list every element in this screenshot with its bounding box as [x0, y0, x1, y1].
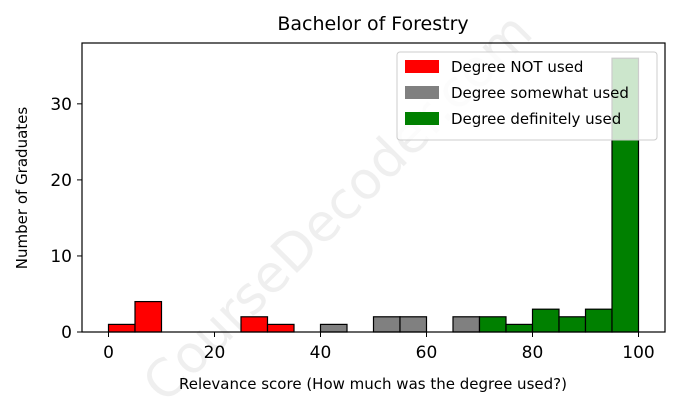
y-tick-label: 30 [50, 95, 72, 115]
legend-swatch [405, 112, 439, 125]
x-axis-label: Relevance score (How much was the degree… [179, 375, 567, 393]
legend-label: Degree NOT used [451, 58, 583, 76]
histogram-bar [240, 316, 269, 333]
histogram-bar [372, 316, 401, 333]
histogram-bar [478, 316, 507, 333]
legend-label: Degree definitely used [451, 110, 621, 128]
histogram-bar [399, 316, 428, 333]
histogram-bar [452, 316, 481, 333]
legend: Degree NOT used Degree somewhat used Degre… [396, 51, 658, 141]
plot-frame [81, 42, 666, 333]
x-tick-label: 60 [416, 343, 438, 363]
histogram-bar [134, 300, 163, 333]
histogram-bar [266, 323, 295, 333]
y-axis-label: Number of Graduates [13, 107, 31, 270]
histogram-bar [531, 308, 560, 333]
histogram-bar [107, 323, 136, 333]
histogram-bar [319, 323, 348, 333]
y-tick-label: 20 [50, 171, 72, 191]
x-tick-label: 80 [522, 343, 544, 363]
x-tick-label: 100 [622, 343, 654, 363]
legend-box [396, 51, 658, 141]
histogram-bar [505, 323, 534, 333]
x-tick-label: 40 [310, 343, 332, 363]
legend-swatch [405, 86, 439, 99]
histogram-bar [584, 308, 613, 333]
legend-label: Degree somewhat used [451, 84, 629, 102]
y-tick-label: 0 [61, 323, 72, 343]
y-tick-label: 10 [50, 247, 72, 267]
x-tick-label: 20 [204, 343, 226, 363]
histogram-bar [558, 316, 587, 333]
chart-title: Bachelor of Forestry [277, 13, 468, 35]
legend-swatch [405, 60, 439, 73]
x-tick-label: 0 [103, 343, 114, 363]
